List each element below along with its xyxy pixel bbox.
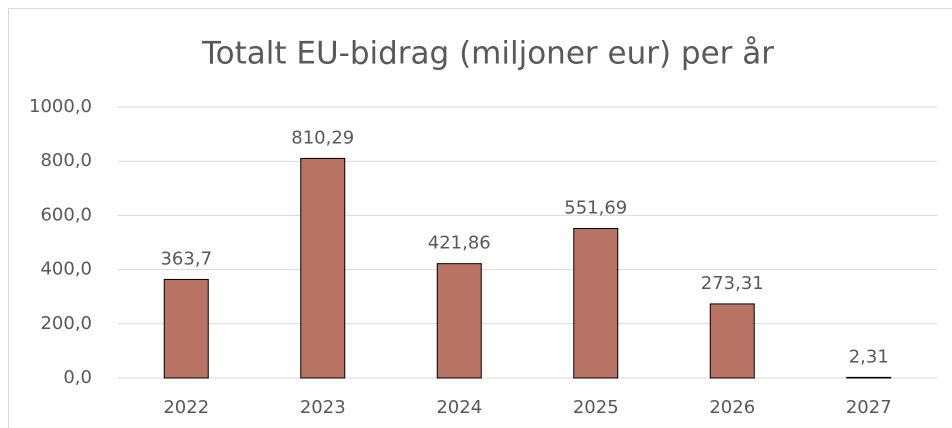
data-label: 421,86 <box>428 233 491 254</box>
bar <box>709 303 755 379</box>
bar <box>436 263 482 379</box>
x-tick-label: 2026 <box>709 397 755 418</box>
y-tick-label: 200,0 <box>40 313 92 334</box>
bar <box>163 278 209 379</box>
y-tick-label: 800,0 <box>40 150 92 171</box>
y-tick-label: 400,0 <box>40 259 92 280</box>
data-label: 363,7 <box>160 248 212 269</box>
x-tick-label: 2022 <box>163 397 209 418</box>
data-label: 551,69 <box>564 197 627 218</box>
y-tick-label: 600,0 <box>40 204 92 225</box>
bar <box>573 227 619 379</box>
chart-frame <box>8 8 952 428</box>
bar <box>846 376 892 379</box>
x-tick-label: 2023 <box>300 397 346 418</box>
bar <box>300 157 346 379</box>
y-tick-label: 1000,0 <box>29 96 92 117</box>
data-label: 810,29 <box>291 127 354 148</box>
chart-title: Totalt EU-bidrag (miljoner eur) per år <box>201 36 774 72</box>
data-label: 2,31 <box>849 346 889 367</box>
x-tick-label: 2027 <box>846 397 892 418</box>
data-label: 273,31 <box>701 273 764 294</box>
x-tick-label: 2024 <box>436 397 482 418</box>
y-tick-label: 0,0 <box>63 367 92 388</box>
x-tick-label: 2025 <box>573 397 619 418</box>
